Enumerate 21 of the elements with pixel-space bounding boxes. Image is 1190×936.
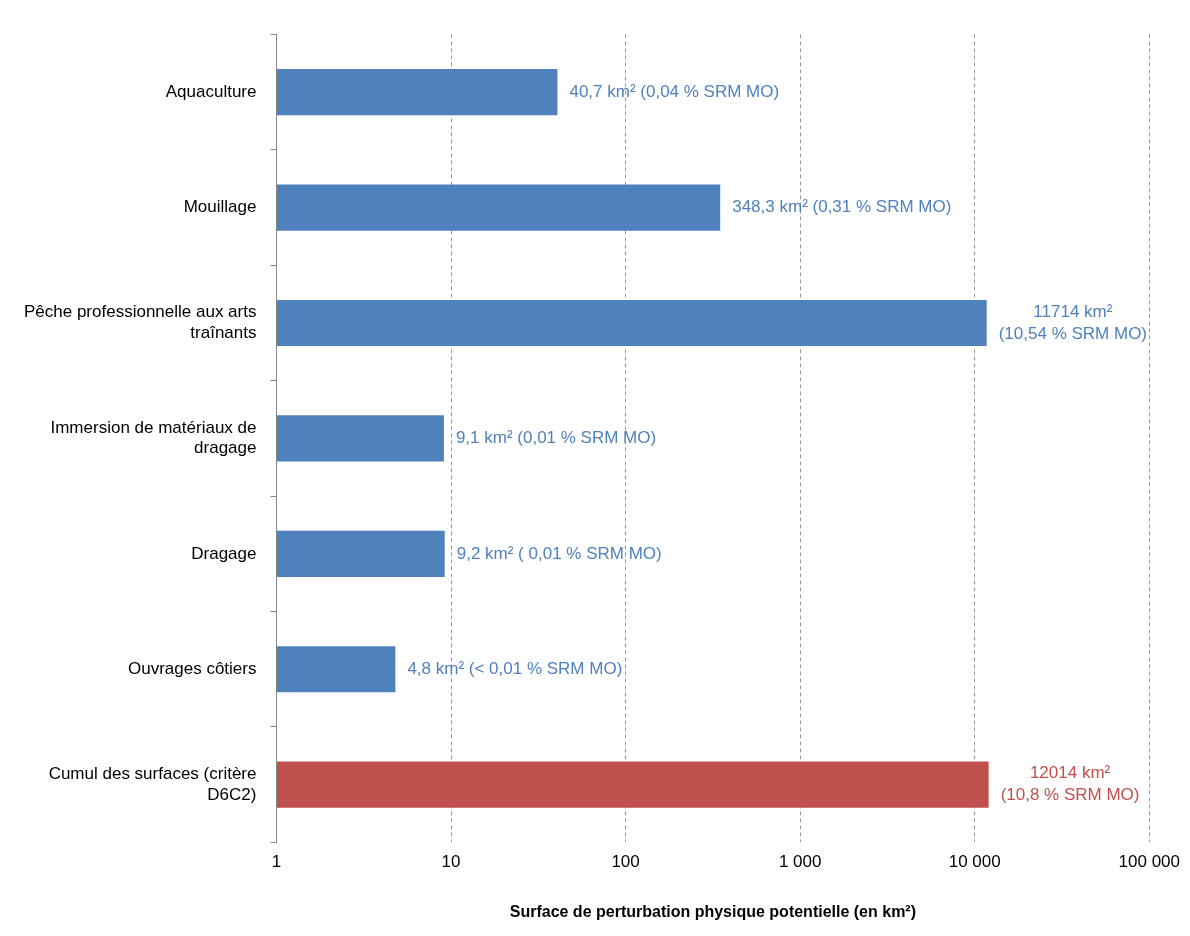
x-tick-label: 100 000 xyxy=(1118,852,1180,872)
x-tick-label: 1 xyxy=(271,852,282,872)
y-tick-label: Aquaculture xyxy=(165,81,257,101)
data-label: 12014 km² (10,8 % SRM MO) xyxy=(1000,763,1140,805)
y-tick-label: Pêche professionnelle aux arts traînants xyxy=(23,302,257,342)
y-tick-label: Immersion de matériaux de dragage xyxy=(50,417,257,458)
data-label: 4,8 km² (< 0,01 % SRM MO) xyxy=(407,658,623,678)
data-label: 348,3 km² (0,31 % SRM MO) xyxy=(732,197,952,217)
x-tick-label: 1 000 xyxy=(778,852,822,872)
data-label: 11714 km² (10,54 % SRM MO) xyxy=(998,301,1148,343)
data-label: 9,1 km² (0,01 % SRM MO) xyxy=(455,428,657,448)
data-label: 9,2 km² ( 0,01 % SRM MO) xyxy=(456,543,662,563)
x-tick-label: 10 000 xyxy=(948,852,1001,872)
x-tick-label: 100 xyxy=(611,852,640,872)
x-axis-title: Surface de perturbation physique potentielle (en km²) xyxy=(509,902,917,920)
y-tick-label: Mouillage xyxy=(183,197,257,217)
x-tick-label: 10 xyxy=(441,852,461,872)
y-tick-label: Dragage xyxy=(191,543,257,563)
y-tick-label: Cumul des surfaces (critère D6C2) xyxy=(48,764,257,804)
y-tick-label: Ouvrages côtiers xyxy=(127,658,257,678)
data-label: 40,7 km² (0,04 % SRM MO) xyxy=(569,81,780,101)
